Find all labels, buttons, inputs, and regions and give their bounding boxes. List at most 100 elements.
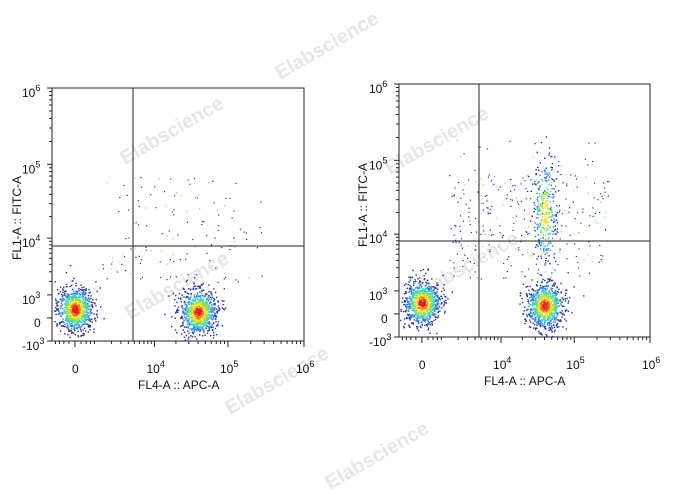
event-dot: [536, 289, 539, 291]
event-dot: [67, 300, 69, 302]
event-dot: [543, 316, 546, 318]
event-dot: [202, 313, 204, 316]
event-dot: [79, 301, 81, 303]
event-dot: [75, 290, 78, 292]
event-dot: [403, 327, 406, 329]
event-dot: [534, 313, 537, 316]
event-dot: [90, 318, 93, 320]
event-dot: [552, 267, 554, 269]
event-dot: [553, 299, 556, 301]
event-dot: [535, 294, 537, 297]
event-dot: [539, 162, 541, 164]
event-dot: [56, 305, 58, 307]
event-dot: [526, 231, 528, 233]
event-dot: [208, 304, 210, 306]
event-dot: [423, 319, 425, 322]
event-dot: [217, 301, 219, 303]
event-dot: [184, 309, 187, 312]
event-dot: [540, 295, 542, 298]
event-dot: [93, 328, 95, 330]
event-dot: [96, 310, 98, 312]
event-dot: [407, 314, 409, 316]
event-dot: [208, 329, 210, 332]
event-dot: [83, 327, 86, 329]
event-dot: [512, 217, 514, 219]
event-dot: [88, 319, 90, 321]
event-dot: [207, 320, 209, 323]
event-dot: [71, 322, 73, 324]
event-dot: [65, 308, 67, 310]
event-dot: [545, 248, 547, 251]
event-dot: [85, 310, 87, 313]
event-dot: [82, 301, 84, 304]
event-dot: [444, 312, 446, 314]
event-dot: [429, 311, 432, 313]
event-dot: [556, 322, 559, 325]
event-dot: [547, 318, 549, 320]
event-dot: [545, 205, 547, 207]
event-dot: [564, 309, 567, 311]
event-dot: [430, 305, 432, 307]
event-dot: [562, 313, 564, 315]
event-dot: [484, 233, 486, 235]
event-dot: [565, 289, 567, 291]
event-dot: [502, 203, 504, 206]
event-dot: [539, 185, 541, 187]
event-dot: [174, 312, 177, 314]
event-dot: [83, 304, 85, 306]
event-dot: [424, 278, 426, 280]
event-dot: [200, 298, 203, 300]
event-dot: [565, 225, 567, 227]
event-dot: [407, 303, 409, 306]
event-dot: [205, 314, 207, 316]
event-dot: [204, 309, 207, 312]
event-dot: [190, 316, 193, 318]
event-dot: [420, 300, 423, 302]
event-dot: [217, 229, 219, 232]
event-dot: [186, 221, 188, 223]
event-dot: [557, 291, 560, 294]
event-dot: [499, 225, 501, 227]
event-dot: [68, 321, 70, 324]
event-dot: [530, 296, 532, 298]
event-dot: [191, 319, 193, 321]
event-dot: [190, 308, 193, 310]
event-dot: [549, 249, 552, 251]
event-dot: [76, 323, 79, 325]
event-dot: [199, 305, 201, 307]
event-dot: [552, 298, 554, 300]
event-dot: [431, 311, 433, 313]
event-dot: [414, 306, 416, 308]
event-dot: [79, 296, 82, 298]
event-dot: [551, 167, 553, 169]
event-dot: [93, 331, 95, 333]
event-dot: [201, 311, 204, 314]
event-dot: [413, 310, 416, 312]
event-dot: [205, 302, 207, 304]
event-dot: [88, 317, 90, 320]
event-dot: [554, 156, 556, 158]
event-dot: [214, 327, 217, 330]
event-dot: [530, 190, 532, 192]
event-dot: [467, 245, 469, 247]
event-dot: [70, 312, 72, 315]
event-dot: [201, 302, 203, 305]
event-dot: [487, 207, 489, 209]
event-dot: [459, 225, 461, 227]
event-dot: [544, 311, 546, 314]
event-dot: [417, 322, 420, 324]
event-dot: [414, 294, 417, 297]
event-dot: [423, 292, 425, 295]
event-dot: [545, 284, 548, 287]
event-dot: [187, 302, 190, 304]
event-dot: [201, 224, 203, 226]
event-dot: [544, 315, 546, 317]
event-dot: [552, 193, 555, 196]
event-dot: [211, 324, 213, 326]
event-dot: [185, 310, 187, 313]
event-dot: [74, 297, 76, 299]
event-dot: [433, 319, 435, 322]
event-dot: [525, 231, 527, 233]
event-dot: [521, 235, 523, 237]
event-dot: [431, 323, 433, 325]
